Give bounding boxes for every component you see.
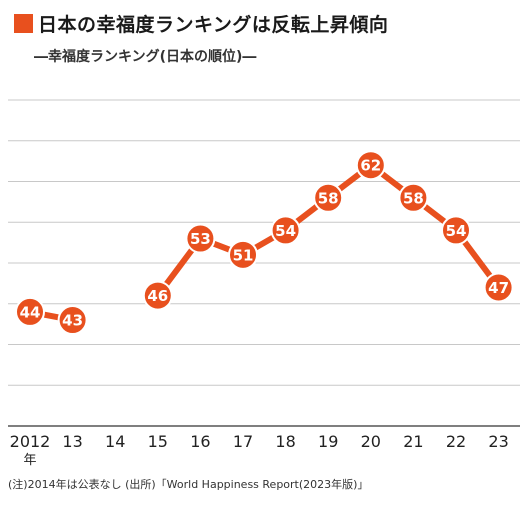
data-label: 58 bbox=[318, 189, 339, 207]
data-label: 43 bbox=[62, 312, 83, 330]
data-label: 44 bbox=[20, 303, 41, 321]
data-point-marker bbox=[398, 182, 429, 213]
x-tick-label: 17 bbox=[233, 432, 253, 451]
data-point: 62 bbox=[355, 150, 386, 181]
title-row: 日本の幸福度ランキングは反転上昇傾向 bbox=[14, 10, 388, 37]
data-label: 58 bbox=[403, 189, 424, 207]
data-point: 54 bbox=[441, 215, 471, 246]
data-point: 58 bbox=[313, 182, 344, 213]
title-square-icon bbox=[14, 14, 33, 33]
data-label: 51 bbox=[233, 246, 254, 264]
x-tick-label: 2012 bbox=[10, 432, 51, 451]
x-tick-label: 15 bbox=[148, 432, 168, 451]
x-tick-label: 13 bbox=[62, 432, 82, 451]
data-label: 54 bbox=[446, 222, 467, 240]
data-point-marker bbox=[270, 215, 301, 246]
x-tick-label: 19 bbox=[318, 432, 338, 451]
x-tick-label: 23 bbox=[488, 432, 508, 451]
data-point-marker bbox=[483, 272, 514, 303]
data-point-marker bbox=[15, 296, 45, 327]
x-tick-label: 14 bbox=[105, 432, 125, 451]
data-label: 46 bbox=[147, 287, 168, 305]
data-label: 53 bbox=[190, 230, 211, 248]
data-point: 53 bbox=[185, 223, 216, 254]
x-tick-label: 21 bbox=[403, 432, 423, 451]
data-point: 58 bbox=[398, 182, 429, 213]
data-point-marker bbox=[142, 280, 173, 311]
x-tick-label: 16 bbox=[190, 432, 210, 451]
data-point-marker bbox=[228, 239, 258, 270]
data-label: 62 bbox=[360, 157, 381, 175]
footnote: (注)2014年は公表なし (出所)「World Happiness Repor… bbox=[8, 478, 369, 491]
x-tick-label: 22 bbox=[446, 432, 466, 451]
data-point-marker bbox=[355, 150, 386, 181]
data-point: 44 bbox=[15, 296, 45, 327]
data-point: 54 bbox=[270, 215, 301, 246]
data-point-marker bbox=[441, 215, 471, 246]
x-tick-label: 18 bbox=[275, 432, 295, 451]
data-point: 51 bbox=[228, 239, 258, 270]
data-point-marker bbox=[185, 223, 216, 254]
x-unit-label: 年 bbox=[23, 453, 36, 468]
chart-subtitle: ―幸福度ランキング(日本の順位)― bbox=[34, 49, 257, 65]
data-point-marker bbox=[313, 182, 344, 213]
data-point: 43 bbox=[57, 305, 88, 336]
grid-lines bbox=[8, 99, 520, 427]
x-axis-ticks: 2012 13 14 15 16 17 18 19 20 21 22 23 年 bbox=[10, 432, 509, 468]
data-point-marker bbox=[57, 305, 88, 336]
chart-title: 日本の幸福度ランキングは反転上昇傾向 bbox=[38, 14, 389, 36]
data-points: 44 43 46 53 51 54 58 62 58 54 47 bbox=[15, 150, 514, 336]
data-label: 54 bbox=[275, 222, 296, 240]
x-tick-label: 20 bbox=[361, 432, 381, 451]
data-label: 47 bbox=[488, 279, 509, 297]
series-lines bbox=[29, 162, 502, 323]
data-point: 46 bbox=[142, 280, 173, 311]
data-point: 47 bbox=[483, 272, 514, 303]
